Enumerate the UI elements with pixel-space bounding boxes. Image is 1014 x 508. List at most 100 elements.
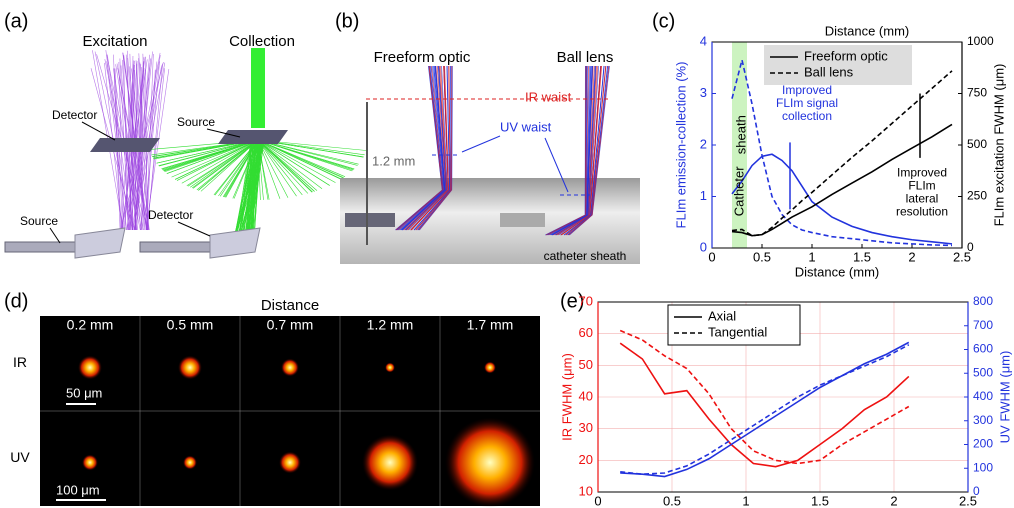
y2-tick-label: 100 <box>973 460 993 474</box>
y-tick-label: 40 <box>579 388 593 403</box>
y2-tick-label: 1000 <box>967 34 994 48</box>
x-tick-label: 0.5 <box>663 493 681 508</box>
annotation: resolution <box>896 204 948 218</box>
annotation: Catheter <box>731 166 746 217</box>
row-label: UV <box>10 449 30 465</box>
y-tick-label: 4 <box>700 33 707 48</box>
scale-bar-label: 100 μm <box>56 482 100 497</box>
y2-tick-label: 250 <box>967 189 987 203</box>
callout-label: Source <box>177 115 215 129</box>
y-tick-label: 3 <box>700 85 707 100</box>
panel-title: Distance <box>261 297 319 314</box>
legend-label: Ball lens <box>804 64 854 79</box>
y-tick-label: 60 <box>579 325 593 340</box>
beam-spot <box>362 435 418 491</box>
x-tick-label: 2 <box>908 249 915 264</box>
y2-tick-label: 300 <box>973 413 993 427</box>
annotation: collection <box>782 109 832 123</box>
y-tick-label: 70 <box>579 293 593 308</box>
y-tick-label: 0 <box>700 239 707 254</box>
x-tick-label: 1 <box>808 249 815 264</box>
column-label: 1.7 mm <box>467 317 514 333</box>
y-axis-label: IR FWHM (μm) <box>559 353 574 441</box>
uv-waist-label: UV waist <box>500 119 552 134</box>
height-label: 1.2 mm <box>372 153 415 168</box>
y-tick-label: 50 <box>579 357 593 372</box>
y2-tick-label: 500 <box>967 137 987 151</box>
y-tick-label: 10 <box>579 483 593 498</box>
beam-spot <box>445 418 535 508</box>
annotation: lateral <box>906 191 939 205</box>
y2-axis-label: FLIm excitation FWHM (μm) <box>991 64 1006 227</box>
panel-a: (a) Excitation Collection Detector Source… <box>4 10 366 258</box>
y-tick-label: 2 <box>700 136 707 151</box>
column-label: 0.7 mm <box>267 317 314 333</box>
y-tick-label: 20 <box>579 452 593 467</box>
x-tick-label: 1.5 <box>811 493 829 508</box>
y2-tick-label: 0 <box>967 240 974 254</box>
beam-spot <box>82 455 98 471</box>
y2-tick-label: 400 <box>973 389 993 403</box>
detector <box>218 130 288 144</box>
column-label: 0.5 mm <box>167 317 214 333</box>
detector <box>90 138 160 152</box>
x-axis-label: Distance (mm) <box>795 264 880 279</box>
panel-e: (e) 00.511.522.5102030405060700100200300… <box>559 290 1012 508</box>
legend-label: Tangential <box>708 324 767 339</box>
annotation: Improved <box>782 83 832 97</box>
y2-tick-label: 700 <box>973 318 993 332</box>
panel-label: (c) <box>652 10 675 32</box>
y-axis-label: FLIm emission-collection (%) <box>673 62 688 229</box>
ir-waist-label: IR waist <box>525 89 572 104</box>
fiber <box>500 213 545 227</box>
fiber <box>140 242 210 252</box>
x-tick-label: 1.5 <box>853 249 871 264</box>
panel-b: (b) Freeform optic Ball lens IR waistUV … <box>335 10 640 264</box>
ray-diagram <box>5 48 366 258</box>
fiber <box>345 213 395 227</box>
x-tick-label: 0.5 <box>753 249 771 264</box>
ray <box>258 140 302 195</box>
beam-spot <box>78 356 102 380</box>
annotation: Improved <box>897 165 947 179</box>
y2-tick-label: 800 <box>973 294 993 308</box>
y2-tick-label: 0 <box>973 484 980 498</box>
beam-spot <box>183 456 197 470</box>
y-tick-label: 30 <box>579 420 593 435</box>
callout-arrow <box>178 222 210 236</box>
panel-d: (d) Distance 0.2 mm 0.5 mm 0.7 mm 1.2 mm 1.7… <box>4 290 540 507</box>
beam-spot <box>385 363 395 373</box>
x-tick-label: 2 <box>890 493 897 508</box>
sheath-label: catheter sheath <box>544 249 627 263</box>
fiber <box>5 242 75 252</box>
panel-label: (d) <box>4 290 28 312</box>
callout-label: Detector <box>148 208 193 222</box>
panel-title: Ball lens <box>557 49 614 66</box>
x-tick-label: 0 <box>708 249 715 264</box>
x-tick-label: 1 <box>742 493 749 508</box>
panel-title: Excitation <box>82 33 147 50</box>
y2-tick-label: 750 <box>967 86 987 100</box>
callout-label: Source <box>20 214 58 228</box>
beam-spot <box>484 362 496 374</box>
y2-tick-label: 500 <box>973 365 993 379</box>
panel-title: Collection <box>229 33 295 50</box>
callout-arrow <box>462 136 500 152</box>
series-line <box>620 343 909 467</box>
column-label: 0.2 mm <box>67 317 114 333</box>
beam-spot <box>178 356 202 380</box>
source-beam <box>251 48 265 128</box>
beam-spot <box>281 359 299 377</box>
callout-label: Detector <box>52 108 97 122</box>
top-axis-label: Distance (mm) <box>825 23 910 38</box>
annotation: FLIm signal <box>776 96 838 110</box>
beam-spot <box>279 452 301 474</box>
annotation: sheath <box>733 115 748 154</box>
panel-label: (a) <box>4 10 28 32</box>
optic <box>75 228 125 258</box>
column-label: 1.2 mm <box>367 317 414 333</box>
figure: (a) Excitation Collection Detector Source… <box>0 0 1014 508</box>
optic <box>210 228 260 258</box>
y2-tick-label: 600 <box>973 342 993 356</box>
